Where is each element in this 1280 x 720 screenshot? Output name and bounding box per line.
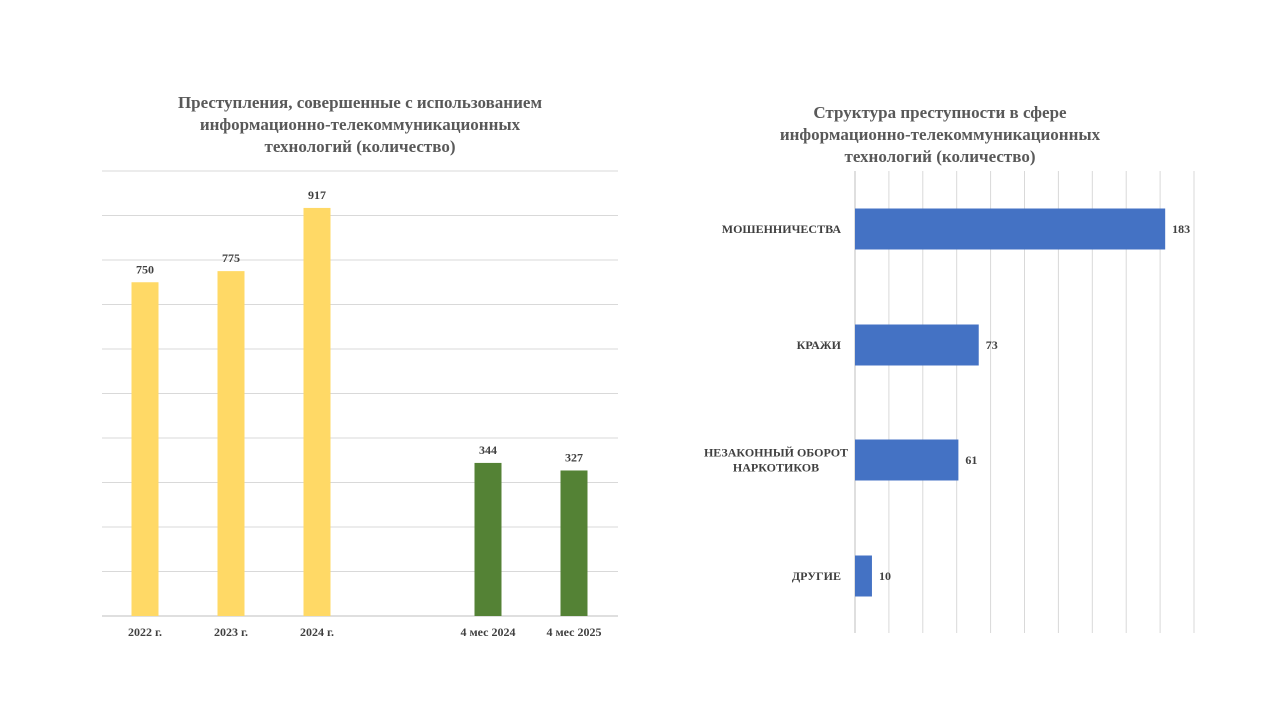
right-category-label: ДРУГИЕ xyxy=(792,569,841,583)
left-category-label: 2024 г. xyxy=(300,625,334,639)
right-category-label: НЕЗАКОННЫЙ ОБОРОТ НАРКОТИКОВ xyxy=(704,446,848,475)
left-bar xyxy=(474,462,502,616)
right-category-label: КРАЖИ xyxy=(797,338,842,352)
right-bar-value-label: 10 xyxy=(879,569,891,583)
right-bar xyxy=(855,324,979,366)
right-bar-value-label: 61 xyxy=(965,453,977,467)
left-bar xyxy=(131,282,159,616)
right-bar xyxy=(855,555,872,597)
left-bar-value-label: 344 xyxy=(479,443,497,457)
right-bar xyxy=(855,439,959,481)
left-bar-value-label: 750 xyxy=(136,262,154,276)
left-bar-value-label: 917 xyxy=(308,188,326,202)
left-category-label: 2023 г. xyxy=(214,625,248,639)
left-category-label: 2022 г. xyxy=(128,625,162,639)
right-bar xyxy=(855,208,1166,250)
left-bar xyxy=(217,271,245,616)
left-category-label: 4 мес 2024 xyxy=(461,625,516,639)
left-bar-value-label: 775 xyxy=(222,251,240,265)
right-bar-value-label: 73 xyxy=(986,338,998,352)
left-category-label: 4 мес 2025 xyxy=(547,625,602,639)
left-bar-value-label: 327 xyxy=(565,450,583,464)
left-bar xyxy=(560,470,588,616)
right-category-label: МОШЕННИЧЕСТВА xyxy=(722,222,842,236)
left-chart-title: Преступления, совершенные с использовани… xyxy=(177,93,543,156)
right-chart-title: Структура преступности в сфере информаци… xyxy=(779,103,1101,166)
left-bar xyxy=(303,207,331,616)
right-bar-value-label: 183 xyxy=(1172,222,1190,236)
